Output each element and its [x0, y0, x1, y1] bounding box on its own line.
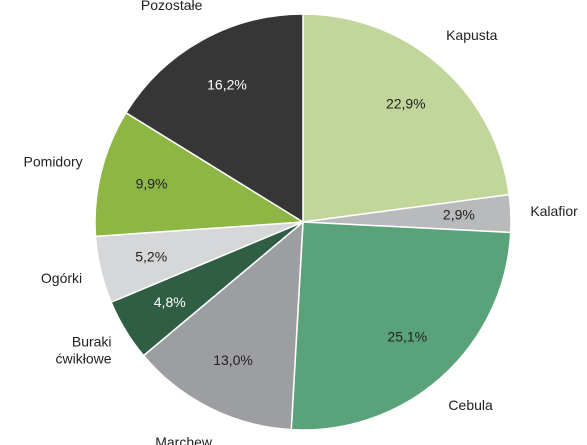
category-label: Marchew — [155, 434, 213, 445]
value-label: 5,2% — [135, 249, 167, 265]
value-label: 16,2% — [207, 76, 247, 92]
pie-slice — [142, 220, 304, 431]
category-label: Kapusta — [446, 27, 498, 43]
category-label: Pomidory — [24, 153, 83, 169]
category-label: Buraki ćwikłowe — [56, 333, 112, 366]
value-label: 13,0% — [213, 352, 253, 368]
value-label: 25,1% — [387, 329, 427, 345]
pie-slice — [94, 111, 306, 238]
category-label: Ogórki — [41, 270, 82, 286]
pie-slice — [302, 13, 511, 223]
category-label: Pozostałe — [141, 0, 203, 13]
pie-slice — [290, 221, 512, 431]
category-label: Cebula — [448, 397, 493, 413]
category-label: Kalafior — [530, 203, 578, 219]
value-label: 22,9% — [386, 95, 426, 111]
value-label: 9,9% — [136, 175, 168, 191]
value-label: 4,8% — [154, 294, 186, 310]
value-label: 2,9% — [443, 206, 475, 222]
pie-slice — [124, 13, 304, 224]
